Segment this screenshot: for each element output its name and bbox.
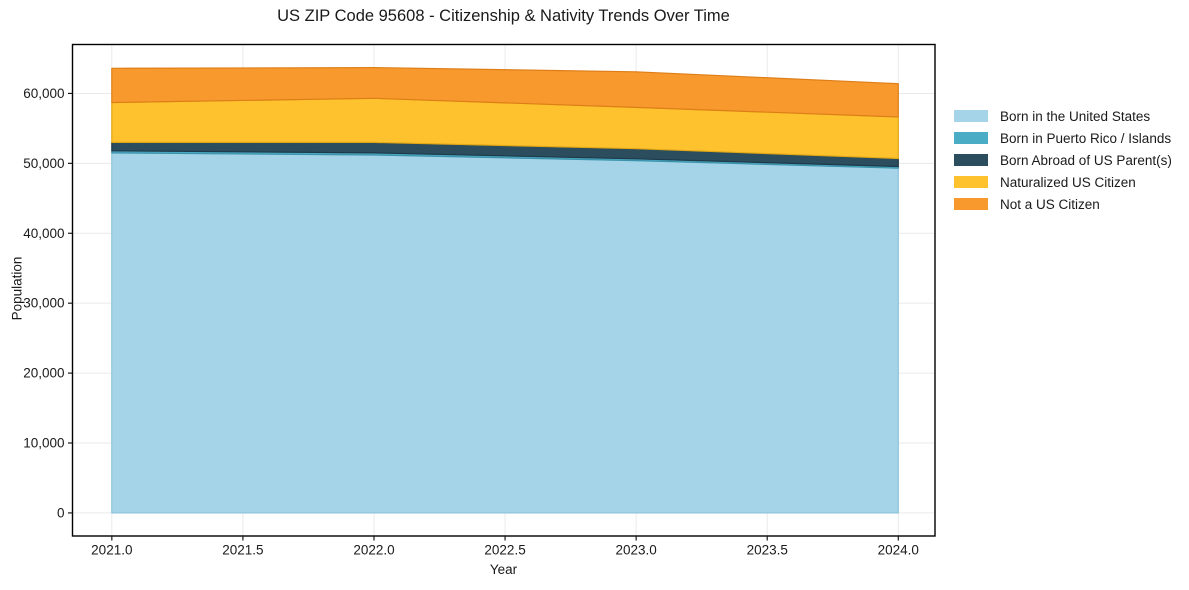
y-tick-label: 50,000: [23, 156, 64, 171]
legend-item-2: Born Abroad of US Parent(s): [954, 149, 1172, 171]
legend-label: Born in Puerto Rico / Islands: [1000, 130, 1172, 146]
legend-item-4: Not a US Citizen: [954, 193, 1172, 215]
y-tick-label: 20,000: [23, 366, 64, 381]
legend-label: Born Abroad of US Parent(s): [1000, 152, 1172, 168]
legend-swatch: [954, 176, 988, 188]
chart-title: US ZIP Code 95608 - Citizenship & Nativi…: [277, 7, 730, 25]
legend-label: Naturalized US Citizen: [1000, 174, 1136, 190]
y-tick-label: 0: [57, 505, 65, 520]
legend-swatch: [954, 110, 988, 122]
x-tick-label: 2024.0: [878, 543, 919, 558]
x-tick-label: 2022.0: [353, 543, 394, 558]
legend-item-3: Naturalized US Citizen: [954, 171, 1172, 193]
y-tick-label: 30,000: [23, 296, 64, 311]
legend-swatch: [954, 198, 988, 210]
x-tick-label: 2022.5: [484, 543, 525, 558]
x-tick-label: 2021.5: [222, 543, 263, 558]
axes-spines: [71, 43, 936, 537]
x-axis-label: Year: [489, 562, 518, 577]
legend-label: Born in the United States: [1000, 108, 1151, 124]
legend-label: Not a US Citizen: [1000, 196, 1100, 212]
legend-swatch: [954, 154, 988, 166]
y-tick-label: 60,000: [23, 86, 64, 101]
x-tick-label: 2023.5: [747, 543, 788, 558]
x-tick-label: 2021.0: [91, 543, 132, 558]
legend: Born in the United States Born in Puerto …: [954, 105, 1172, 215]
legend-item-1: Born in Puerto Rico / Islands: [954, 127, 1172, 149]
area-series-4: [111, 66, 899, 118]
legend-item-0: Born in the United States: [954, 105, 1172, 127]
y-tick-label: 10,000: [23, 436, 64, 451]
x-tick-label: 2023.0: [615, 543, 656, 558]
y-tick-label: 40,000: [23, 226, 64, 241]
y-axis-label: Population: [9, 256, 25, 321]
legend-swatch: [954, 132, 988, 144]
area-series-0: [111, 152, 899, 514]
